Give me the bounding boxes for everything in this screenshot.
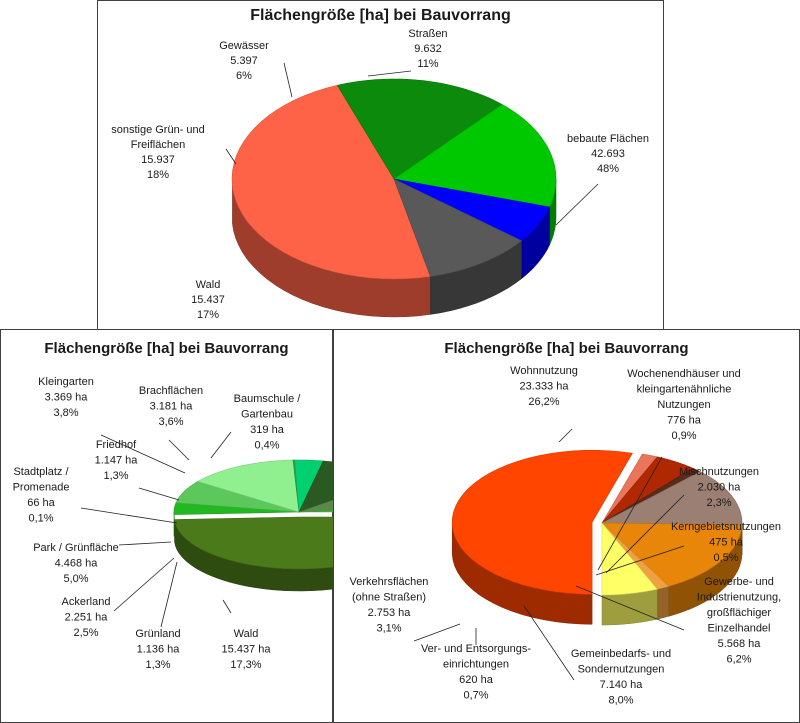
slice-label: Grünland 1.136 ha 1,3% xyxy=(135,628,180,671)
pie-chart-overview: bebaute Flächen 42.693 48% Wald 15.437 17% son… xyxy=(111,28,649,321)
pie-slice xyxy=(601,522,743,587)
pie-slice xyxy=(601,522,670,590)
slice-label: Wohnnutzung 23.333 ha 26,2% xyxy=(510,365,578,408)
pie-chart-green-detail: Wald 15.437 ha 17,3% Grünland 1.136 ha 1,3% Ac… xyxy=(13,376,425,671)
slice-label: Wald 15.437 17% xyxy=(191,279,225,321)
slice-label: bebaute Flächen 42.693 48% xyxy=(567,133,649,175)
pie-top-layer xyxy=(451,450,743,596)
pie-side-layer xyxy=(232,179,557,318)
slice-label: Ackerland 2.251 ha 2,5% xyxy=(62,596,111,639)
slice-label: Wochenendhäuser und kleingartenähnliche Nu… xyxy=(627,368,741,442)
leader-line xyxy=(118,541,172,546)
slice-label: Stadtplatz / Promenade 66 ha 0,1% xyxy=(13,466,70,525)
leader-line xyxy=(168,439,190,461)
pie-side-layer xyxy=(451,523,743,626)
slice-label: Gemeinbedarfs- und Sondernutzungen 7.140 h… xyxy=(571,648,671,707)
pie-top-layer xyxy=(231,78,557,280)
leader-line xyxy=(283,62,293,98)
chart-panel-overview: Flächengröße [ha] bei Bauvorrang bebaute… xyxy=(97,0,664,330)
slice-label: Wald 15.437 ha 17,3% xyxy=(222,628,272,671)
slice-label: Kerngebietsnutzungen 475 ha 0,5% xyxy=(671,521,781,564)
leader-line xyxy=(597,456,663,571)
leader-line xyxy=(367,70,412,77)
chart-title: Flächengröße [ha] bei Bauvorrang xyxy=(444,340,689,357)
leader-line xyxy=(413,623,461,642)
leader-line xyxy=(575,585,685,631)
slice-label: Gewässer 5.397 6% xyxy=(219,40,269,82)
leader-line xyxy=(80,507,178,524)
chart-title: Flächengröße [ha] bei Bauvorrang xyxy=(250,7,511,24)
leader-line xyxy=(160,561,178,628)
pie-chart-built-detail: Wohnnutzung 23.333 ha 26,2% Wochenendhäuser… xyxy=(350,365,782,707)
pie-slice xyxy=(197,459,300,513)
pie-slice xyxy=(601,453,658,524)
leader-line xyxy=(595,545,685,576)
leader-line xyxy=(138,487,180,501)
leader-line xyxy=(100,434,186,474)
leader-line xyxy=(210,431,232,459)
pie-slice xyxy=(231,84,431,280)
slice-label: Ver- und Entsorgungs-einrichtungen 620 ha… xyxy=(421,643,531,702)
slice-label: Brachflächen 3.181 ha 3,6% xyxy=(139,385,203,428)
slice-label: sonstige Grün- und Freiflächen 15.937 18% xyxy=(111,124,205,181)
pie-slice xyxy=(601,467,701,524)
chart-panel-built-detail: Flächengröße [ha] bei Bauvorrang Wohnnut… xyxy=(333,329,800,723)
slice-label: Mischnutzungen 2.030 ha 2,3% xyxy=(679,466,759,509)
pie-slice xyxy=(294,459,324,514)
leader-line xyxy=(523,605,575,681)
chart-title: Flächengröße [ha] bei Bauvorrang xyxy=(44,340,289,357)
pie-slice xyxy=(173,502,300,515)
pie-slice xyxy=(451,450,633,595)
leader-line xyxy=(605,494,685,574)
leader-line xyxy=(222,599,232,614)
chart-panel-green-detail: Flächengröße [ha] bei Bauvorrang Wald 15.… xyxy=(0,329,425,723)
slice-label: Baumschule / Gartenbau 319 ha 0,4% xyxy=(234,393,302,452)
leader-line xyxy=(558,428,573,443)
leader-line xyxy=(225,148,237,165)
slice-label: Verkehrsflächen (ohne Straßen) 2.753 ha 3,1… xyxy=(350,576,429,635)
pie-slice xyxy=(336,78,503,180)
pie-slice xyxy=(601,456,694,524)
slice-label: Park / Grünfläche 4.468 ha 5,0% xyxy=(33,542,119,585)
pie-slice xyxy=(601,522,658,596)
pie-slice-side xyxy=(656,585,669,620)
slice-label: Kleingarten 3.369 ha 3,8% xyxy=(38,376,94,419)
slice-label: Straßen 9.632 11% xyxy=(408,28,447,70)
pie-slice xyxy=(601,471,743,526)
pie-slice xyxy=(393,104,557,208)
leader-line xyxy=(555,183,599,226)
pie-slice xyxy=(393,178,550,242)
leader-line xyxy=(113,557,175,612)
slice-label: Friedhof 1.147 ha 1,3% xyxy=(95,439,139,482)
pie-slice xyxy=(393,178,523,277)
slice-label: Gewerbe- und Industrienutzung, großflächig… xyxy=(697,576,781,666)
